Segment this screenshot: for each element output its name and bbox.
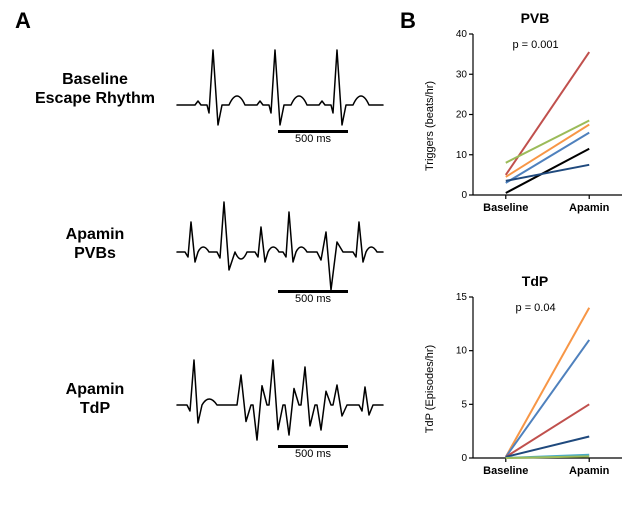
waveform-apamin-pvbs	[175, 190, 385, 295]
scalebar-label: 500 ms	[278, 448, 348, 460]
scalebar-label: 500 ms	[278, 293, 348, 305]
svg-text:15: 15	[456, 292, 468, 303]
pvb-chart: 0 10 20 30 40 Baseline Apamin p = 0.001	[445, 28, 630, 223]
scalebar-label: 500 ms	[278, 133, 348, 145]
row-label-line1: Apamin	[66, 226, 125, 243]
svg-text:40: 40	[456, 29, 468, 40]
svg-text:Apamin: Apamin	[569, 202, 610, 214]
svg-text:p = 0.04: p = 0.04	[516, 302, 556, 314]
tdp-chart: 0 5 10 15 Baseline Apamin p = 0.04	[445, 291, 630, 486]
tdp-ylabel: TdP (Episodes/hr)	[424, 299, 436, 479]
svg-text:0: 0	[461, 453, 467, 464]
row-label-line2: TdP	[80, 400, 110, 417]
svg-text:20: 20	[456, 110, 468, 121]
row-label-line1: Baseline	[62, 71, 128, 88]
svg-text:10: 10	[456, 346, 468, 357]
waveform-apamin-tdp	[175, 345, 385, 450]
row-label-line1: Apamin	[66, 381, 125, 398]
pvb-ylabel: Triggers (beats/hr)	[424, 36, 436, 216]
panel-a-label: A	[15, 8, 31, 34]
row-label-baseline: Baseline Escape Rhythm	[25, 70, 165, 108]
scalebar-apamin-tdp: 500 ms	[278, 445, 348, 460]
svg-text:p = 0.001: p = 0.001	[512, 39, 558, 51]
svg-text:5: 5	[461, 399, 467, 410]
svg-text:Baseline: Baseline	[483, 465, 528, 477]
row-label-line2: PVBs	[74, 245, 116, 262]
row-label-apamin-tdp: Apamin TdP	[25, 380, 165, 418]
svg-text:0: 0	[461, 190, 467, 201]
pvb-title: PVB	[455, 10, 615, 26]
svg-text:30: 30	[456, 69, 468, 80]
row-label-line2: Escape Rhythm	[35, 90, 155, 107]
row-label-apamin-pvbs: Apamin PVBs	[25, 225, 165, 263]
svg-text:10: 10	[456, 150, 468, 161]
panel-b-label: B	[400, 8, 416, 34]
waveform-baseline	[175, 35, 385, 140]
scalebar-baseline: 500 ms	[278, 130, 348, 145]
tdp-title: TdP	[455, 273, 615, 289]
scalebar-apamin-pvbs: 500 ms	[278, 290, 348, 305]
svg-text:Baseline: Baseline	[483, 202, 528, 214]
svg-text:Apamin: Apamin	[569, 465, 610, 477]
